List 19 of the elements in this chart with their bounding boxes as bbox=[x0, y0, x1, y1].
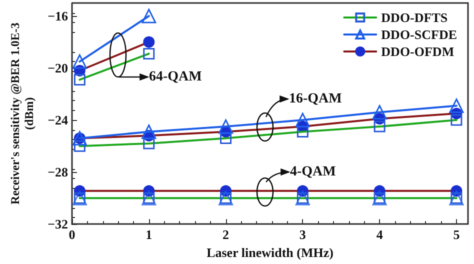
y-axis-title: Receiver's sensitivity @BER 1.0E-3 (dBm) bbox=[8, 22, 36, 204]
x-tick-label: 1 bbox=[146, 227, 152, 242]
x-tick-label: 4 bbox=[376, 227, 384, 242]
x-tick-label: 0 bbox=[68, 227, 76, 242]
y-tick-label: −16 bbox=[48, 8, 68, 24]
x-axis-title: Laser linewidth (MHz) bbox=[206, 245, 334, 260]
annotation: 16-QAM bbox=[289, 92, 342, 106]
x-tick-label: 2 bbox=[222, 227, 230, 242]
x-tick-label: 5 bbox=[453, 227, 460, 242]
y-tick-label: −24 bbox=[48, 112, 68, 128]
y-tick-label: −20 bbox=[48, 60, 68, 76]
annotation: 64-QAM bbox=[149, 70, 202, 84]
annotation: 4-QAM bbox=[290, 164, 336, 180]
legend-label: DDO-SCFDE bbox=[381, 27, 458, 42]
legend-label: DDO-OFDM bbox=[381, 44, 454, 59]
legend-label: DDO-DFTS bbox=[381, 10, 448, 25]
y-tick-label: −32 bbox=[48, 216, 68, 232]
x-tick-label: 3 bbox=[299, 227, 306, 242]
y-tick-label: −28 bbox=[48, 164, 68, 180]
